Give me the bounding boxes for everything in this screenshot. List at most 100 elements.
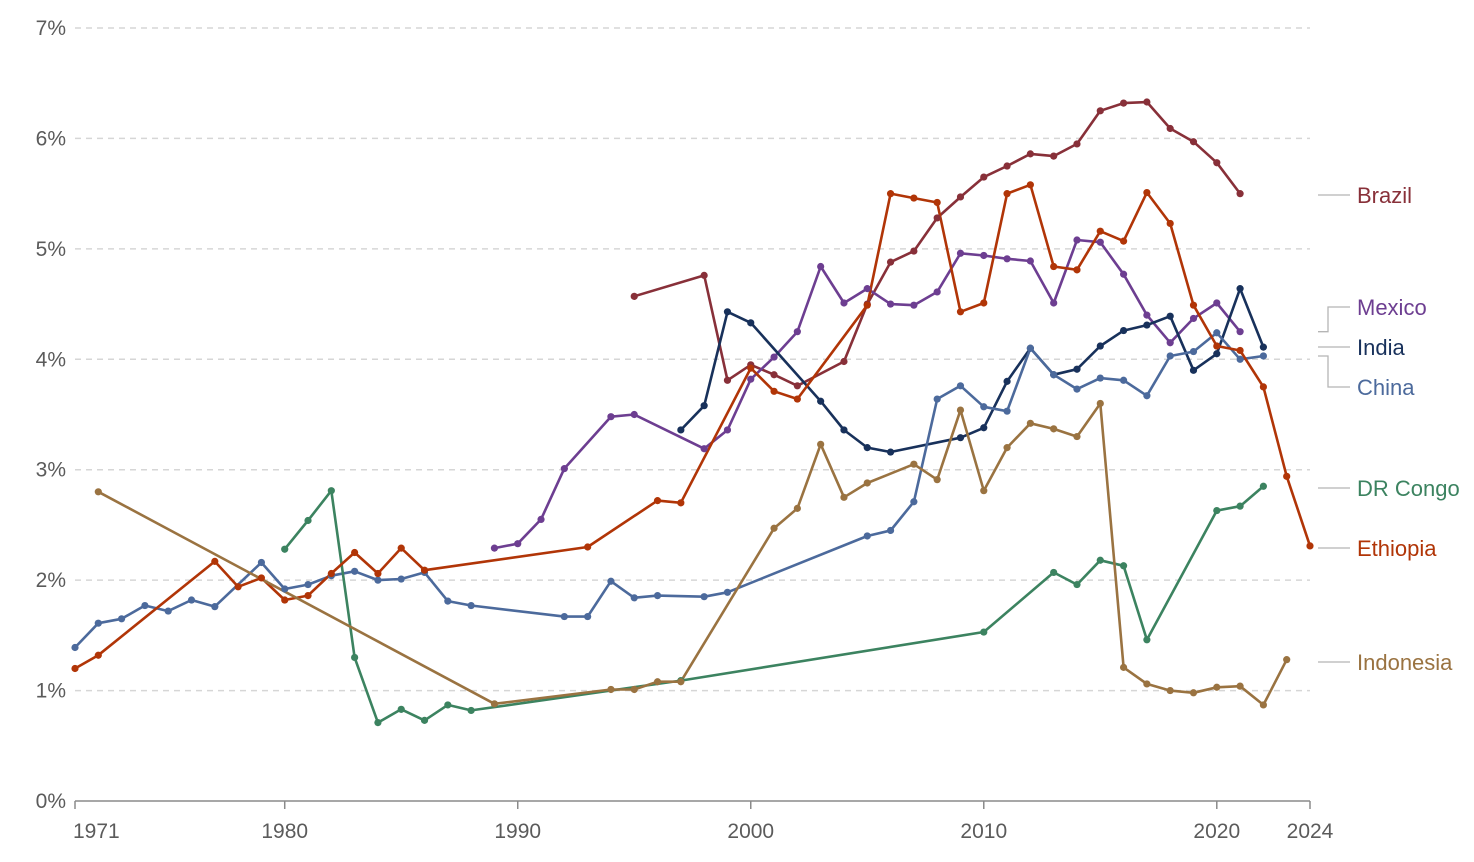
data-point-china [653, 592, 662, 600]
x-axis: 1971 1980 1990 2000 2010 2020 2024 [73, 800, 1334, 843]
data-point-india [1213, 350, 1221, 358]
data-point-india [1073, 365, 1081, 373]
series-line-indonesia [97, 402, 1288, 707]
y-tick-label: 2% [36, 569, 66, 592]
data-point-ethiopia [910, 194, 918, 202]
data-point-india [700, 402, 708, 410]
data-point-china [1213, 329, 1221, 337]
series-lines [73, 100, 1312, 724]
data-point-china [118, 615, 126, 623]
data-point-indonesia [1259, 701, 1267, 709]
data-point-mexico [723, 426, 732, 434]
data-point-indonesia [1026, 419, 1034, 427]
data-point-brazil [1003, 162, 1011, 170]
data-point-ethiopia [211, 557, 219, 565]
data-point-mexico [1073, 236, 1081, 244]
data-point-indonesia [94, 488, 102, 496]
data-point-dr-congo [304, 516, 312, 525]
data-point-indonesia [490, 700, 499, 708]
data-point-india [1119, 326, 1128, 335]
y-tick-label: 6% [36, 127, 66, 150]
data-point-india [840, 426, 848, 434]
data-point-indonesia [956, 406, 965, 414]
data-point-indonesia [933, 476, 941, 484]
data-point-brazil [1236, 190, 1244, 198]
data-point-ethiopia [304, 592, 312, 600]
data-point-ethiopia [933, 198, 941, 207]
data-point-mexico [886, 300, 895, 308]
data-point-mexico [1119, 270, 1128, 278]
data-point-ethiopia [677, 499, 685, 507]
data-point-indonesia [840, 493, 848, 501]
data-point-ethiopia [1073, 266, 1081, 274]
data-point-india [980, 424, 988, 432]
series-label-indonesia: Indonesia [1357, 650, 1453, 675]
data-point-mexico [1213, 299, 1221, 307]
data-point-indonesia [1166, 686, 1174, 695]
data-point-mexico [1189, 314, 1198, 323]
data-point-ethiopia [1213, 342, 1221, 350]
data-point-mexico [1096, 238, 1104, 246]
data-point-ethiopia [1050, 262, 1058, 271]
data-point-china [467, 601, 475, 610]
series-label-china: China [1357, 375, 1415, 400]
data-point-china [257, 558, 266, 567]
data-point-ethiopia [1283, 472, 1291, 480]
data-point-dr-congo [1096, 556, 1104, 564]
series-label-ethiopia: Ethiopia [1357, 536, 1437, 561]
data-point-dr-congo [1236, 502, 1244, 510]
data-point-china [187, 596, 196, 604]
data-point-dr-congo [980, 628, 988, 636]
data-point-china [956, 382, 965, 390]
data-point-mexico [607, 413, 615, 421]
data-point-mexico [863, 285, 871, 293]
data-point-india [1166, 312, 1174, 320]
data-point-china [607, 577, 615, 585]
series-labels: Brazil Mexico India China DR Congo Ethiopia In… [1318, 183, 1460, 675]
series-label-dr-congo: DR Congo [1357, 476, 1460, 501]
data-point-brazil [1119, 99, 1128, 107]
data-point-ethiopia [1306, 542, 1314, 550]
data-point-mexico [490, 544, 499, 552]
data-point-ethiopia [1143, 188, 1151, 197]
data-point-ethiopia [584, 543, 592, 551]
data-point-china [1026, 344, 1034, 352]
data-point-china [444, 597, 452, 605]
data-point-china [980, 403, 988, 411]
series-line-india [679, 287, 1265, 454]
data-point-mexico [956, 249, 965, 257]
data-point-mexico [1143, 311, 1151, 319]
data-point-ethiopia [374, 569, 382, 578]
data-point-china [886, 526, 895, 535]
data-point-dr-congo [444, 701, 452, 709]
data-point-india [723, 308, 732, 316]
data-point-indonesia [1096, 399, 1104, 408]
data-point-mexico [1003, 255, 1011, 263]
data-point-dr-congo [281, 545, 289, 553]
data-point-china [1259, 352, 1267, 360]
data-point-indonesia [793, 504, 801, 512]
data-point-indonesia [1119, 663, 1128, 671]
data-point-china [281, 585, 289, 593]
x-tick-label: 1980 [261, 820, 308, 843]
series-label-brazil: Brazil [1357, 183, 1412, 208]
series-label-india: India [1357, 335, 1405, 360]
data-point-india [956, 434, 965, 442]
y-tick-label: 1% [36, 680, 66, 703]
data-point-brazil [1026, 150, 1034, 158]
data-point-india [1259, 343, 1267, 351]
data-point-india [747, 319, 755, 327]
data-point-china [1050, 371, 1058, 379]
data-point-china [863, 532, 871, 540]
series-line-mexico [493, 238, 1242, 550]
x-tick-label: 1990 [494, 820, 541, 843]
data-point-mexico [1236, 328, 1244, 336]
data-point-brazil [956, 193, 965, 201]
data-point-indonesia [1236, 682, 1244, 690]
data-point-brazil [1050, 152, 1058, 160]
x-tick-label: 2000 [727, 820, 774, 843]
data-point-ethiopia [281, 596, 289, 604]
data-point-mexico [514, 540, 522, 548]
data-point-china [1166, 352, 1174, 360]
